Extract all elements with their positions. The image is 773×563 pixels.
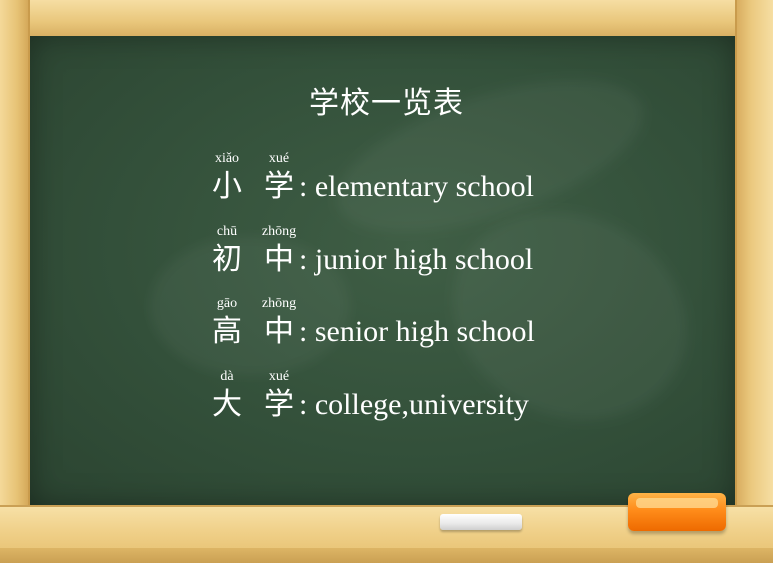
eraser-highlight (636, 498, 718, 508)
pinyin-label: zhōng (261, 224, 297, 239)
english-meaning: : college,university (299, 388, 529, 421)
chalk-smudge (150, 236, 350, 376)
hanzi-char: 初 (212, 242, 242, 277)
pinyin-label: xué (268, 369, 290, 384)
pinyin-label: gāo (216, 296, 238, 311)
hanzi-char: 学 (264, 169, 294, 204)
chalkboard (30, 36, 735, 506)
frame-left-rail (0, 0, 30, 520)
chalk-icon[interactable] (440, 514, 522, 530)
english-meaning: : senior high school (299, 315, 535, 348)
frame-top-rail (0, 0, 773, 38)
pinyin-label: xiǎo (214, 151, 240, 166)
pinyin-label: xué (268, 151, 290, 166)
english-meaning: : elementary school (299, 170, 534, 203)
hanzi-char: 学 (264, 387, 294, 422)
hanzi-char: 中 (264, 242, 294, 277)
frame-right-rail (735, 0, 773, 520)
chalk-ledge-lip (0, 548, 773, 563)
pinyin-label: chū (216, 224, 238, 239)
pinyin-label: zhōng (261, 296, 297, 311)
board-title: 学校一览表 (309, 86, 464, 121)
hanzi-char: 大 (212, 387, 242, 422)
eraser-icon[interactable] (628, 493, 726, 531)
hanzi-char: 中 (264, 314, 294, 349)
pinyin-label: dà (220, 369, 234, 384)
hanzi-char: 小 (212, 169, 242, 204)
hanzi-char: 高 (212, 314, 242, 349)
english-meaning: : junior high school (299, 243, 534, 276)
